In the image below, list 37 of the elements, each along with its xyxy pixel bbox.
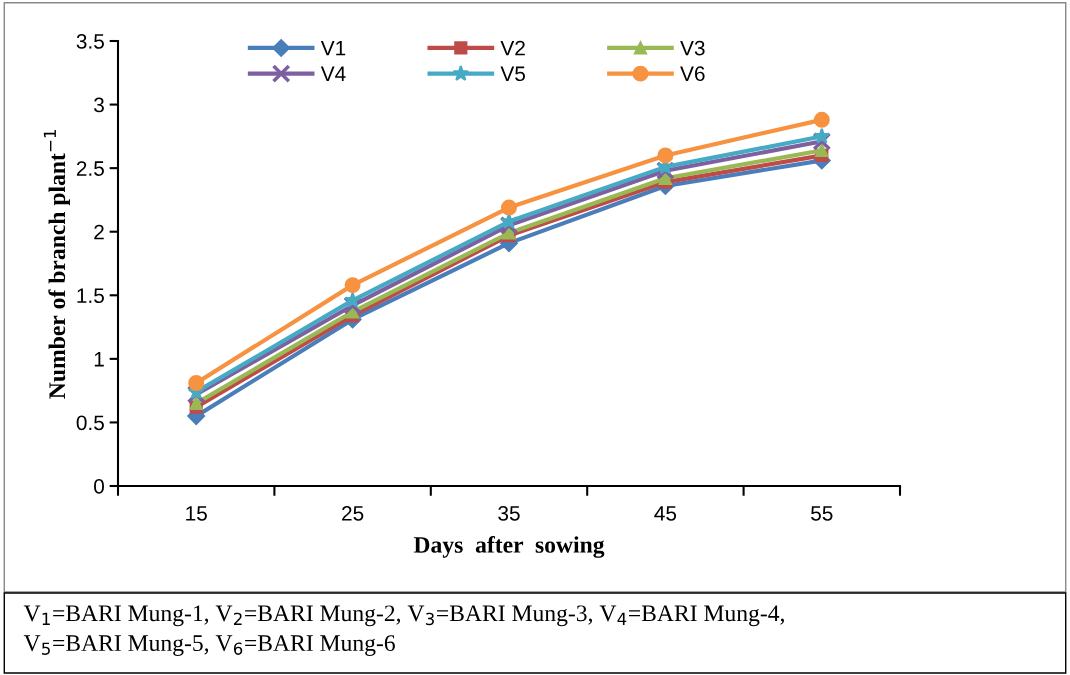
point bbox=[188, 375, 205, 391]
point bbox=[189, 396, 203, 410]
y-axis-title: Number of branch plant$^{−1}$ bbox=[43, 130, 70, 399]
text: V$_{1}$=BARI Mung-1, V$_{2}$=BARI Mung-2, V$_{3}$=BARI Mung-3, V$_{4}$=BARI Mung-4, V$_{5}$=BARI Mung-5, V$_{6}$=BARI Mung-6 bbox=[23, 605, 784, 656]
x-tick-label: 55 bbox=[811, 506, 833, 521]
x-tick-label: 15 bbox=[186, 506, 207, 521]
legend-label: V6 bbox=[680, 66, 705, 82]
y-tick-label: 0 bbox=[94, 479, 104, 494]
legend-label: V4 bbox=[320, 66, 346, 81]
point bbox=[813, 127, 831, 144]
point bbox=[501, 199, 517, 216]
legend-label: V3 bbox=[680, 40, 705, 56]
legend-label: V5 bbox=[500, 66, 525, 82]
y-tick-label: 2 bbox=[94, 224, 104, 240]
x-tick-label: 45 bbox=[654, 506, 677, 521]
point bbox=[657, 147, 674, 164]
legend-label: V1 bbox=[320, 40, 346, 56]
point bbox=[344, 277, 361, 294]
point bbox=[812, 132, 832, 151]
point bbox=[813, 111, 830, 128]
x-axis-title: Days after sowing bbox=[413, 535, 605, 558]
y-tick-label: 1 bbox=[94, 352, 104, 367]
y-tick-label: 3 bbox=[94, 97, 104, 113]
point bbox=[658, 171, 672, 185]
y-tick-label: 3.5 bbox=[76, 34, 104, 49]
y-tick-label: 1.5 bbox=[77, 288, 104, 304]
point bbox=[815, 143, 829, 157]
point bbox=[344, 291, 361, 308]
point bbox=[499, 215, 519, 235]
point bbox=[343, 296, 362, 315]
y-tick-label: 0.5 bbox=[76, 415, 104, 431]
point bbox=[656, 161, 675, 181]
x-tick-label: 25 bbox=[342, 505, 364, 521]
point bbox=[186, 385, 206, 404]
x-tick-label: 35 bbox=[498, 505, 520, 521]
y-tick-label: 2.5 bbox=[76, 161, 104, 176]
legend-label: V2 bbox=[500, 40, 525, 56]
